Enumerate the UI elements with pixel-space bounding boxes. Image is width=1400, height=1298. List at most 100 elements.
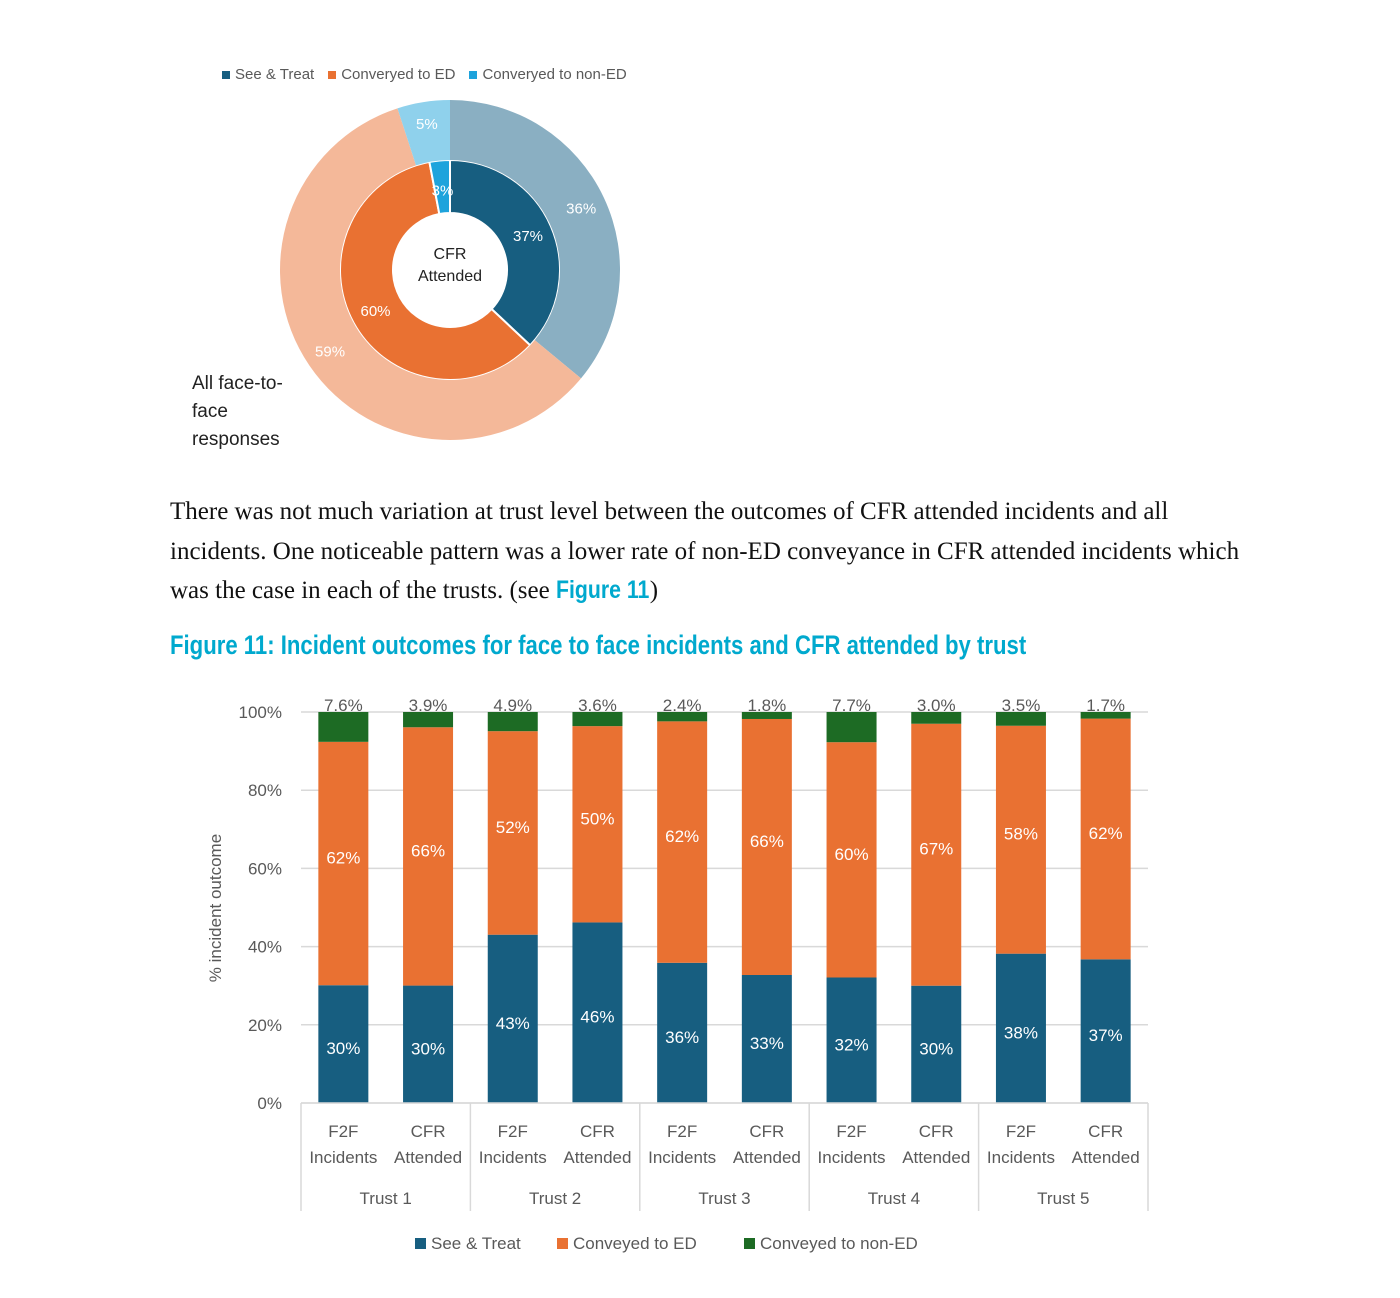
bar-segment-conveyed-ed — [487, 731, 538, 935]
bar-data-label: 32% — [835, 1035, 869, 1054]
x-category-label: Attended — [563, 1148, 631, 1167]
legend-swatch — [222, 70, 230, 79]
legend-swatch-conveyed-ed — [557, 1238, 568, 1249]
bar-segment-see-treat — [318, 985, 369, 1103]
bar-segment-conveyed-ed — [995, 725, 1046, 954]
paragraph-end: ) — [649, 577, 659, 604]
bar-data-label: 46% — [580, 1008, 614, 1027]
bar-data-label: 4.9% — [493, 696, 532, 715]
x-category-label: Attended — [902, 1148, 970, 1167]
bar-segment-conveyed-non-ed — [741, 712, 792, 719]
x-category-label: F2F — [328, 1122, 358, 1141]
bar-segment-see-treat — [911, 985, 962, 1103]
bar-data-label: 30% — [326, 1039, 360, 1058]
bar-data-label: 52% — [496, 818, 530, 837]
inner-data-label: 37% — [513, 228, 543, 245]
bar-data-label: 66% — [750, 832, 784, 851]
x-category-label: Attended — [733, 1148, 801, 1167]
bar-data-label: 37% — [1089, 1026, 1123, 1045]
bar-data-label: 36% — [665, 1028, 699, 1047]
legend-swatch — [469, 70, 478, 79]
bar-segment-see-treat — [741, 974, 792, 1103]
bar-data-label: 2.4% — [663, 696, 702, 715]
bar-segment-conveyed-ed — [572, 726, 623, 923]
x-group-label: Trust 2 — [529, 1189, 581, 1208]
outer-data-label: 59% — [315, 344, 345, 361]
outer-slice-see-treat — [450, 100, 620, 379]
donut-legend: See & Treat Converyed to ED Converyed to… — [222, 66, 627, 83]
paragraph-text: There was not much variation at trust le… — [170, 498, 1240, 604]
bar-data-label: 3.5% — [1002, 696, 1041, 715]
center-label-line1: CFR — [434, 246, 467, 263]
bar-segment-conveyed-non-ed — [995, 712, 1046, 726]
inner-slice-conveyed-ed — [339, 160, 532, 381]
double-donut-chart: CFR Attended All face-to- face responses… — [192, 100, 620, 450]
legend-label: See & Treat — [431, 1234, 521, 1253]
outer-ring-label-line1: All face-to- — [192, 373, 283, 394]
bar-segment-conveyed-non-ed — [403, 712, 454, 728]
bar-segment-conveyed-ed — [741, 718, 792, 975]
bar-data-label: 3.0% — [917, 696, 956, 715]
legend-swatch-see-treat — [415, 1238, 426, 1249]
bar-segment-see-treat — [995, 953, 1046, 1103]
bar-data-label: 66% — [411, 841, 445, 860]
bar-segment-conveyed-ed — [826, 742, 877, 978]
legend-label: Converyed to non-ED — [482, 66, 627, 83]
bar-segment-conveyed-ed — [1080, 718, 1131, 960]
x-category-label: F2F — [667, 1122, 697, 1141]
outer-slice-conveyed-ed — [280, 108, 581, 441]
bar-data-label: 58% — [1004, 825, 1038, 844]
body-paragraph: There was not much variation at trust le… — [170, 492, 1250, 611]
bar-data-label: 7.7% — [832, 696, 871, 715]
bar-segment-conveyed-non-ed — [1080, 712, 1131, 719]
x-category-label: CFR — [749, 1122, 784, 1141]
legend-label: Conveyed to non-ED — [760, 1234, 918, 1253]
outer-ring-label-line2: face — [192, 401, 228, 422]
bar-segment-see-treat — [657, 962, 708, 1103]
legend-item-see-treat: See & Treat — [222, 66, 314, 83]
legend-item-conveyed-ed: Converyed to ED — [328, 66, 455, 83]
x-category-label: CFR — [1088, 1122, 1123, 1141]
bar-segment-conveyed-ed — [403, 727, 454, 986]
bar-data-label: 3.6% — [578, 696, 617, 715]
bar-data-label: 1.8% — [747, 696, 786, 715]
legend-label: Conveyed to ED — [573, 1234, 697, 1253]
x-category-label: Attended — [1072, 1148, 1140, 1167]
bar-data-label: 60% — [835, 845, 869, 864]
inner-slice-conveyed-non-ed — [428, 158, 451, 216]
bar-segment-conveyed-non-ed — [826, 712, 877, 743]
bar-data-label: 62% — [326, 849, 360, 868]
y-axis-label: % incident outcome — [206, 834, 225, 982]
legend-item-conveyed-non-ed: Converyed to non-ED — [469, 66, 627, 83]
bar-segment-conveyed-non-ed — [487, 712, 538, 732]
x-category-label: F2F — [836, 1122, 866, 1141]
bar-segment-conveyed-ed — [657, 721, 708, 963]
legend-swatch — [328, 70, 337, 79]
x-group-label: Trust 4 — [868, 1189, 920, 1208]
x-category-label: CFR — [411, 1122, 446, 1141]
x-category-label: F2F — [1006, 1122, 1036, 1141]
bar-segment-see-treat — [572, 922, 623, 1103]
y-tick-label: 0% — [257, 1094, 282, 1113]
bar-data-label: 33% — [750, 1034, 784, 1053]
x-category-label: Incidents — [309, 1148, 377, 1167]
bar-segment-conveyed-ed — [318, 741, 369, 986]
figure-11-link[interactable]: Figure 11 — [555, 576, 650, 604]
outer-slice-conveyed-non-ed — [397, 100, 450, 166]
outer-data-label: 5% — [416, 116, 438, 133]
y-tick-label: 60% — [248, 859, 282, 878]
legend-label: Converyed to ED — [341, 66, 456, 83]
outer-ring-label-line3: responses — [192, 429, 280, 450]
x-category-label: F2F — [498, 1122, 528, 1141]
bar-segment-see-treat — [403, 985, 454, 1103]
y-tick-label: 40% — [248, 938, 282, 957]
x-category-label: CFR — [580, 1122, 615, 1141]
y-tick-label: 20% — [248, 1016, 282, 1035]
x-category-label: Attended — [394, 1148, 462, 1167]
y-tick-label: 80% — [248, 781, 282, 800]
x-category-label: CFR — [919, 1122, 954, 1141]
x-group-label: Trust 3 — [698, 1189, 750, 1208]
bar-data-label: 62% — [1089, 824, 1123, 843]
x-category-label: Incidents — [648, 1148, 716, 1167]
figure-title: Figure 11: Incident outcomes for face to… — [170, 630, 1027, 660]
